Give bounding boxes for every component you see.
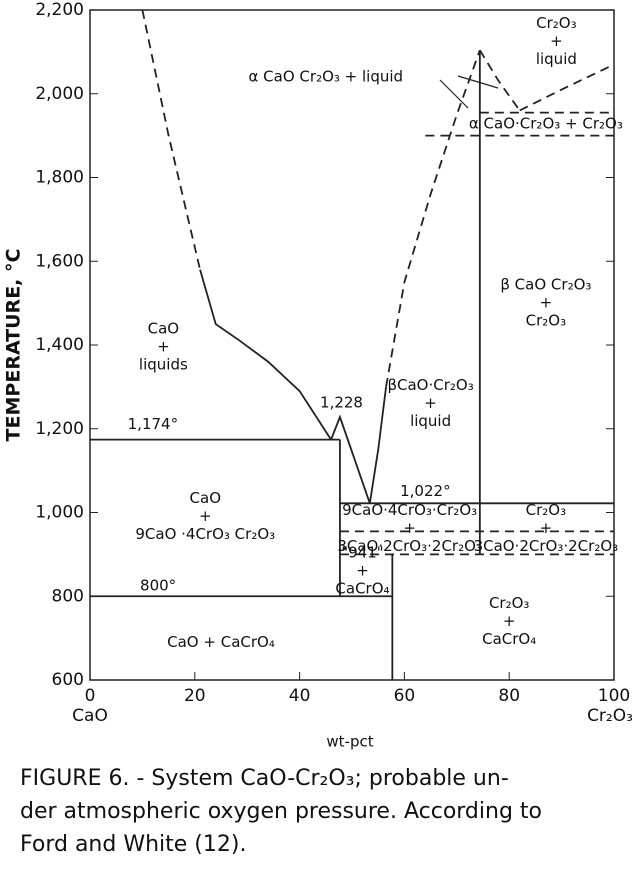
region-label: "941"+CaCrO₄ [335,544,389,598]
region-label-line: Cr₂O₃ [526,501,566,519]
region-label-line: 800° [140,576,176,594]
region-label-line: 1,228 [320,393,363,411]
region-label: 1,228 [320,393,363,411]
region-label-line: + [540,519,553,537]
region-label: 1,174° [128,415,178,433]
region-label-line: CaCrO₄ [482,630,536,648]
region-label: CaO+9CaO ·4CrO₃ Cr₂O₃ [135,489,275,543]
region-label-line: 9CaO ·4CrO₃ Cr₂O₃ [135,525,275,543]
phase-boundary [519,63,615,112]
region-label-line: + [424,394,437,412]
region-label-line: 3CaO·2CrO₃·2Cr₂O₃ [337,537,482,555]
x-end-label: CaO [72,706,108,726]
region-label-line: liquids [139,356,188,374]
leader-line [439,79,469,109]
region-label-line: Cr₂O₃ [536,14,576,32]
y-tick-label: 1,600 [35,251,84,271]
region-label-line: 1,022° [400,482,450,500]
x-tick-label: 0 [85,686,96,706]
x-axis-label: wt-pct [326,733,373,751]
region-label: βCaO·Cr₂O₃+liquid [387,376,473,430]
region-label-line: β CaO Cr₂O₃ [500,276,591,294]
x-end-label: Cr₂O₃ [587,706,633,726]
region-label-line: α CaO Cr₂O₃ + liquid [249,68,404,86]
region-label-line: CaO [148,320,179,338]
region-label-line: CaO + CaCrO₄ [167,633,275,651]
region-label: Cr₂O₃+3CaO·2CrO₃·2Cr₂O₃ [474,501,619,555]
region-label-line: liquid [410,412,451,430]
region-label-line: + [157,338,170,356]
region-label-line: βCaO·Cr₂O₃ [387,376,473,394]
x-tick-label: 60 [394,686,416,706]
x-tick-label: 80 [498,686,520,706]
region-label: 800° [140,576,176,594]
y-axis-label: TEMPERATURE, °C [3,249,25,442]
region-label-line: 1,174° [128,415,178,433]
region-label-line: + [550,32,563,50]
region-label: β CaO Cr₂O₃+Cr₂O₃ [500,276,591,330]
region-label: 9CaO·4CrO₃·Cr₂O₃+3CaO·2CrO₃·2Cr₂O₃ [337,501,482,555]
region-label-line: liquid [536,50,577,68]
phase-boundary [141,9,201,270]
region-label-line: 9CaO·4CrO₃·Cr₂O₃ [342,501,477,519]
region-label-line: "941" [341,544,383,562]
region-label: CaO + CaCrO₄ [167,633,275,651]
x-tick-label: 20 [184,686,206,706]
region-label-line: 3CaO·2CrO₃·2Cr₂O₃ [474,537,619,555]
y-tick-label: 600 [52,670,84,690]
region-label-line: Cr₂O₃ [489,594,529,612]
region-label-line: α CaO·Cr₂O₃ + Cr₂O₃ [469,114,623,132]
region-label-line: CaO [190,489,221,507]
region-label-line: + [403,519,416,537]
region-label-line: Cr₂O₃ [526,312,566,330]
y-tick-label: 1,200 [35,419,84,439]
y-tick-label: 2,200 [35,0,84,20]
y-tick-label: 1,400 [35,335,84,355]
y-tick-label: 1,000 [35,503,84,523]
region-label-line: CaCrO₄ [335,580,389,598]
x-tick-label: 40 [289,686,311,706]
phase-boundary [479,49,521,112]
y-tick-label: 1,800 [35,168,84,188]
phase-boundary [199,269,332,441]
region-label: 1,022° [400,482,450,500]
phase-boundary [385,49,481,388]
region-label: CaO+liquids [139,320,188,374]
region-label-line: + [503,612,516,630]
x-tick-label: 100 [598,686,630,706]
region-label-line: + [356,562,369,580]
region-label: Cr₂O₃+CaCrO₄ [482,594,536,648]
region-label: α CaO·Cr₂O₃ + Cr₂O₃ [469,114,623,132]
leader-line [457,75,499,89]
caption: Ford and White (12). [20,832,246,857]
phase-boundary [368,386,387,504]
region-label-line: + [540,294,553,312]
phase-boundary [330,414,371,504]
y-tick-label: 800 [52,586,84,606]
caption: der atmospheric oxygen pressure. Accordi… [20,799,542,824]
region-label-line: + [199,507,212,525]
y-tick-label: 2,000 [35,84,84,104]
caption: FIGURE 6. - System CaO-Cr₂O₃; probable u… [20,766,509,791]
region-label: α CaO Cr₂O₃ + liquid [249,68,404,86]
region-label: Cr₂O₃+liquid [536,14,577,68]
